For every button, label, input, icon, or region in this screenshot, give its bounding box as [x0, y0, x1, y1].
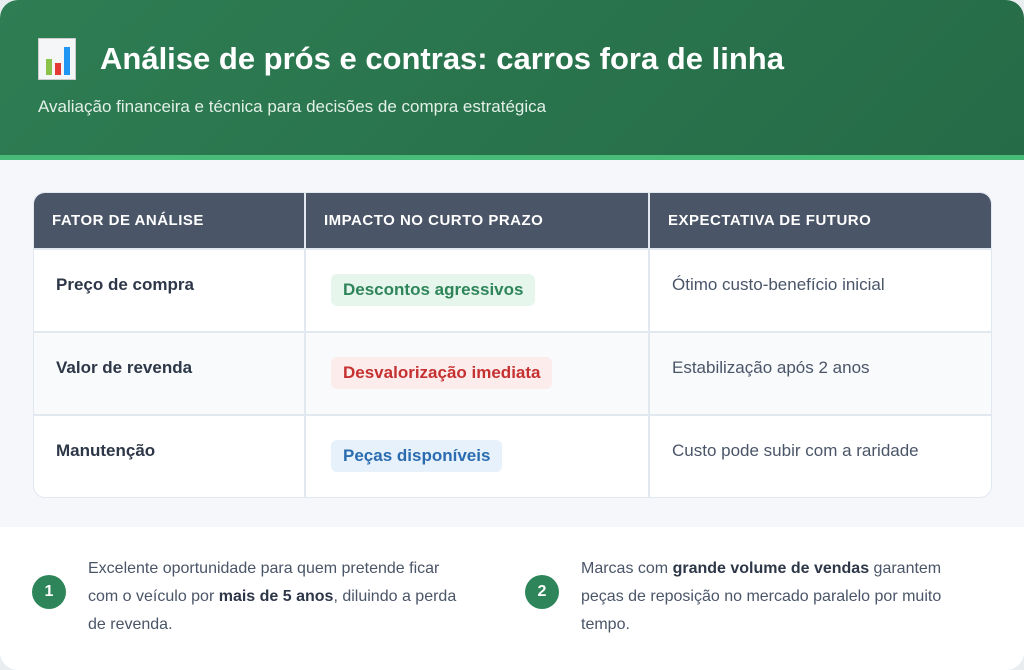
note-number: 1 — [32, 575, 66, 609]
table-row: Preço de compra Descontos agressivos Óti… — [34, 248, 991, 331]
impact-badge: Desvalorização imediata — [331, 357, 553, 389]
impact-badge: Peças disponíveis — [331, 440, 503, 472]
future-cell: Ótimo custo-benefício inicial — [650, 248, 991, 331]
column-header: IMPACTO NO CURTO PRAZO — [306, 193, 650, 248]
column-header: EXPECTATIVA DE FUTURO — [650, 193, 991, 248]
impact-badge: Descontos agressivos — [331, 274, 536, 306]
factor-cell: Preço de compra — [34, 248, 306, 331]
analysis-table: FATOR DE ANÁLISE IMPACTO NO CURTO PRAZO … — [33, 192, 992, 498]
table-section: FATOR DE ANÁLISE IMPACTO NO CURTO PRAZO … — [0, 160, 1024, 527]
accent-bar — [0, 155, 1024, 160]
future-cell: Custo pode subir com a raridade — [650, 414, 991, 497]
page-title: Análise de prós e contras: carros fora d… — [38, 38, 784, 80]
future-cell: Estabilização após 2 anos — [650, 331, 991, 414]
impact-cell: Desvalorização imediata — [306, 331, 650, 414]
note-2: 2 Marcas com grande volume de vendas gar… — [525, 555, 965, 639]
impact-cell: Peças disponíveis — [306, 414, 650, 497]
title-text: Análise de prós e contras: carros fora d… — [100, 41, 784, 76]
header: Análise de prós e contras: carros fora d… — [0, 0, 1024, 155]
impact-cell: Descontos agressivos — [306, 248, 650, 331]
bar-chart-icon — [38, 38, 76, 80]
note-number: 2 — [525, 575, 559, 609]
note-text: Excelente oportunidade para quem pretend… — [88, 560, 457, 633]
note-1: 1 Excelente oportunidade para quem prete… — [32, 555, 472, 639]
note-text: Marcas com grande volume de vendas garan… — [581, 560, 942, 633]
table-row: Manutenção Peças disponíveis Custo pode … — [34, 414, 991, 497]
factor-cell: Manutenção — [34, 414, 306, 497]
subtitle: Avaliação financeira e técnica para deci… — [38, 97, 547, 116]
notes-section: 1 Excelente oportunidade para quem prete… — [0, 527, 1024, 670]
factor-cell: Valor de revenda — [34, 331, 306, 414]
table-row: Valor de revenda Desvalorização imediata… — [34, 331, 991, 414]
column-header: FATOR DE ANÁLISE — [34, 193, 306, 248]
